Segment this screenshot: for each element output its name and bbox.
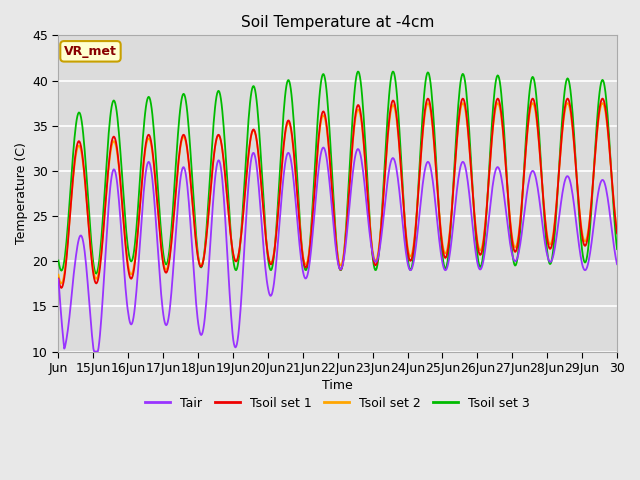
Text: VR_met: VR_met (64, 45, 117, 58)
Y-axis label: Temperature (C): Temperature (C) (15, 143, 28, 244)
Title: Soil Temperature at -4cm: Soil Temperature at -4cm (241, 15, 435, 30)
Legend: Tair, Tsoil set 1, Tsoil set 2, Tsoil set 3: Tair, Tsoil set 1, Tsoil set 2, Tsoil se… (140, 392, 535, 415)
X-axis label: Time: Time (323, 379, 353, 392)
